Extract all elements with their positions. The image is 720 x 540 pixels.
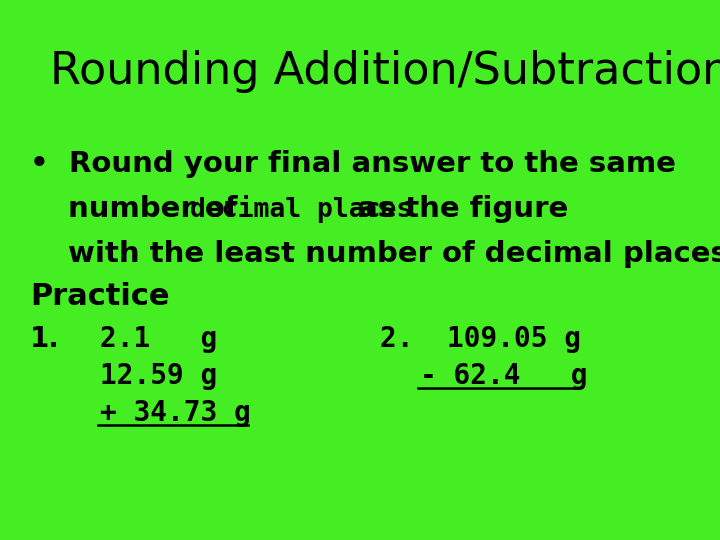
Text: •  Round your final answer to the same: • Round your final answer to the same [30,150,676,178]
Text: Rounding Addition/Subtraction: Rounding Addition/Subtraction [50,50,720,93]
Text: 1.: 1. [30,325,60,353]
Text: 12.59 g: 12.59 g [100,362,217,390]
Text: + 34.73 g: + 34.73 g [100,399,251,427]
Text: with the least number of decimal places: with the least number of decimal places [68,240,720,268]
Text: as the figure: as the figure [348,195,568,223]
Text: Practice: Practice [30,282,169,311]
Text: 2.  109.05 g: 2. 109.05 g [380,325,581,353]
Text: 2.1   g: 2.1 g [100,325,217,353]
Text: number of: number of [68,195,248,223]
Text: decimal places: decimal places [190,195,413,223]
Text: - 62.4   g: - 62.4 g [420,362,588,390]
